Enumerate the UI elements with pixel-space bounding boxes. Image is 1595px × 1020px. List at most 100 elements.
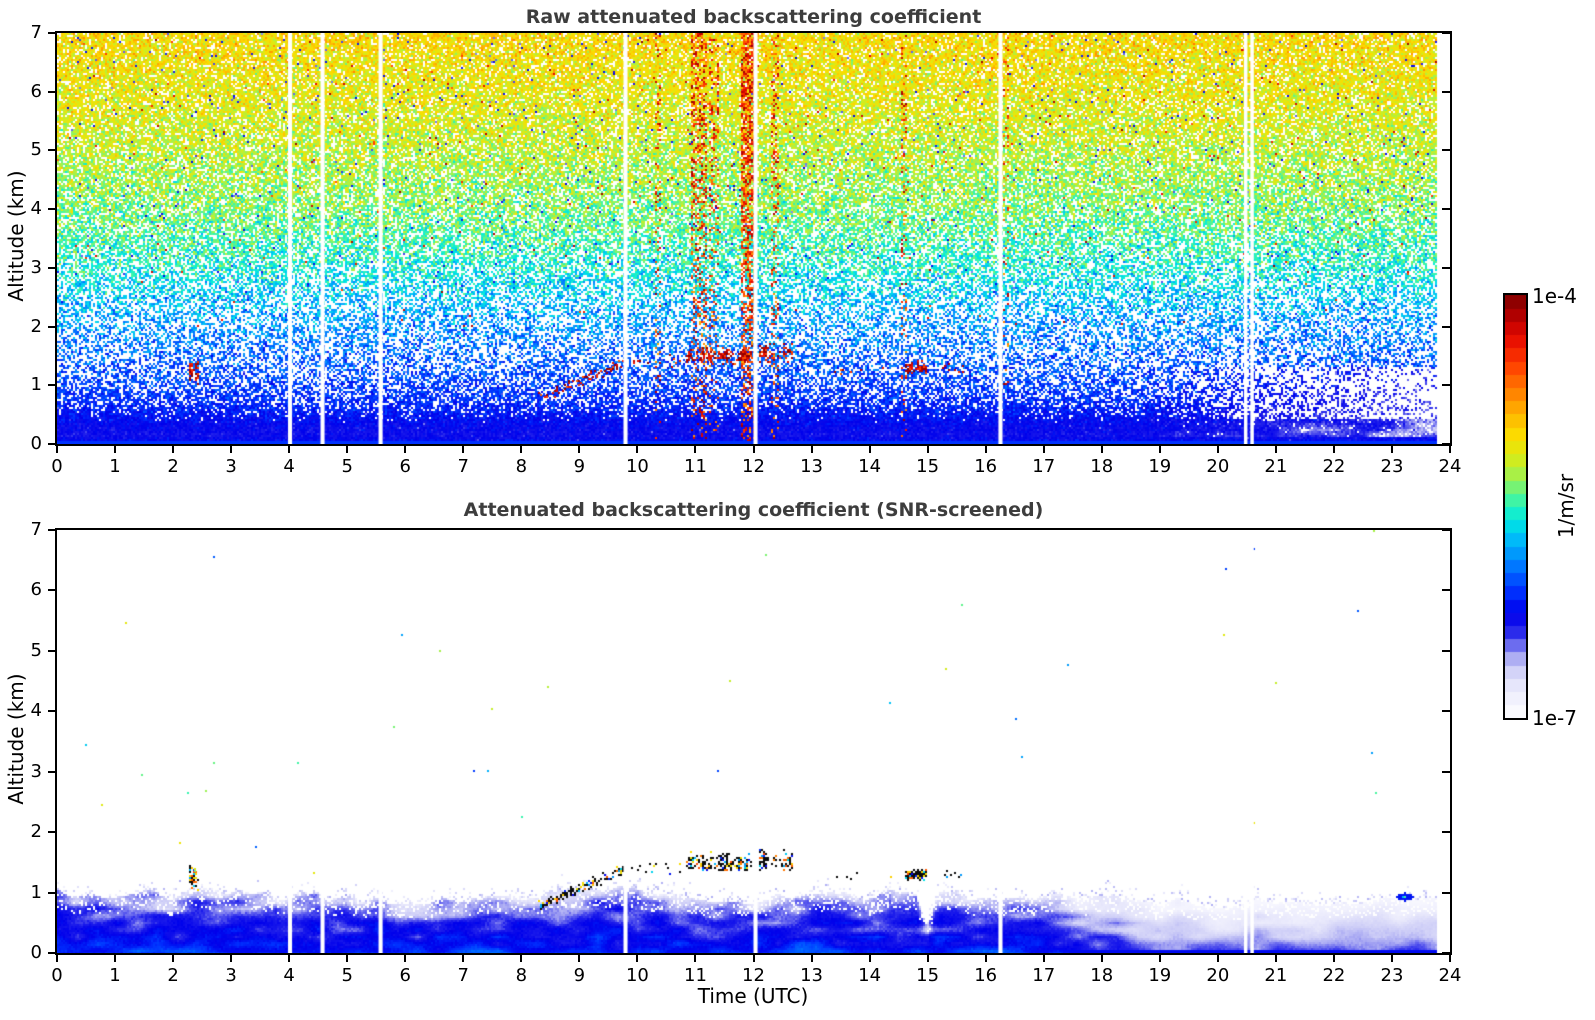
raw-y-tick xyxy=(48,208,55,211)
screened-x-tick xyxy=(1158,955,1161,962)
raw-y-tick xyxy=(48,384,55,387)
raw-x-tick-label: 0 xyxy=(51,456,63,477)
raw-x-tick-label: 9 xyxy=(573,456,586,477)
screened-x-tick xyxy=(636,955,639,962)
screened-x-tick-label: 5 xyxy=(341,965,353,986)
screened-x-tick xyxy=(1274,955,1277,962)
raw-x-tick-label: 19 xyxy=(1148,456,1172,477)
raw-x-tick xyxy=(1332,446,1335,453)
screened-x-tick xyxy=(230,955,233,962)
raw-x-tick-label: 18 xyxy=(1090,456,1114,477)
raw-x-tick xyxy=(404,446,407,453)
screened-x-tick xyxy=(1100,955,1103,962)
raw-x-tick-label: 24 xyxy=(1438,456,1462,477)
raw-x-tick-label: 17 xyxy=(1032,456,1056,477)
raw-x-tick xyxy=(346,446,349,453)
screened-x-tick xyxy=(404,955,407,962)
raw-x-tick xyxy=(694,446,697,453)
raw-x-tick-label: 7 xyxy=(457,456,469,477)
screened-x-tick-label: 16 xyxy=(974,965,998,986)
raw-x-tick xyxy=(1274,446,1277,453)
screened-x-tick xyxy=(288,955,291,962)
screened-x-tick xyxy=(346,955,349,962)
raw-x-tick xyxy=(984,446,987,453)
screened-x-tick-label: 22 xyxy=(1322,965,1346,986)
raw-x-tick-label: 6 xyxy=(399,456,411,477)
screened-x-tick-label: 24 xyxy=(1438,965,1462,986)
raw-x-tick-label: 4 xyxy=(283,456,295,477)
screened-x-tick-label: 7 xyxy=(457,965,469,986)
screened-x-tick xyxy=(1042,955,1045,962)
screened-x-tick xyxy=(1449,955,1451,962)
screened-x-tick-label: 18 xyxy=(1090,965,1114,986)
screened-x-tick xyxy=(578,955,581,962)
raw-y-tick xyxy=(48,149,55,152)
screened-panel-plot-area xyxy=(55,528,1452,955)
screened-y-tick xyxy=(48,589,55,592)
screened-x-tick xyxy=(1332,955,1335,962)
raw-x-tick xyxy=(1100,446,1103,453)
screened-x-tick-label: 17 xyxy=(1032,965,1056,986)
raw-y-tick xyxy=(48,266,55,269)
screened-x-tick xyxy=(752,955,755,962)
screened-y-tick-label: 0 xyxy=(30,942,42,963)
raw-x-tick xyxy=(1390,446,1393,453)
raw-x-tick xyxy=(636,446,639,453)
screened-x-tick xyxy=(1390,955,1393,962)
raw-x-tick xyxy=(1042,446,1045,453)
screened-y-tick-label: 7 xyxy=(30,519,42,540)
screened-x-tick xyxy=(984,955,987,962)
screened-x-tick xyxy=(56,955,58,962)
raw-x-tick xyxy=(1449,446,1451,453)
screened-x-tick xyxy=(926,955,929,962)
colorbar xyxy=(1503,293,1528,720)
raw-x-tick xyxy=(1158,446,1161,453)
raw-y-tick-label: 6 xyxy=(30,80,42,102)
screened-y-tick xyxy=(48,649,55,652)
raw-y-tick-label: 0 xyxy=(30,433,42,454)
raw-y-tick xyxy=(48,443,55,445)
raw-x-tick-label: 3 xyxy=(225,456,237,477)
raw-y-tick-label: 7 xyxy=(30,22,42,43)
screened-y-tick xyxy=(48,891,55,894)
raw-x-tick xyxy=(520,446,523,453)
raw-x-tick xyxy=(172,446,175,453)
screened-x-tick-label: 20 xyxy=(1206,965,1230,986)
raw-x-tick-label: 14 xyxy=(858,456,882,477)
screened-y-tick-label: 6 xyxy=(30,579,42,601)
raw-x-tick-label: 2 xyxy=(167,456,179,477)
raw-x-tick-label: 23 xyxy=(1380,456,1404,477)
screened-y-tick xyxy=(48,831,55,834)
screened-y-tick xyxy=(48,952,55,954)
screened-y-tick xyxy=(48,710,55,713)
raw-x-tick xyxy=(868,446,871,453)
screened-x-tick-label: 1 xyxy=(109,965,121,986)
screened-x-tick-label: 23 xyxy=(1380,965,1404,986)
screened-x-tick-label: 15 xyxy=(916,965,940,986)
screened-y-tick xyxy=(48,529,55,531)
screened-x-tick-label: 3 xyxy=(225,965,237,986)
raw-y-tick xyxy=(48,325,55,328)
raw-x-tick-label: 20 xyxy=(1206,456,1230,477)
colorbar-canvas xyxy=(1505,295,1526,718)
screened-x-tick xyxy=(868,955,871,962)
raw-panel-plot-area xyxy=(55,31,1452,446)
screened-x-tick xyxy=(520,955,523,962)
raw-x-tick-label: 12 xyxy=(742,456,765,477)
raw-x-tick xyxy=(578,446,581,453)
screened-x-tick xyxy=(694,955,697,962)
raw-x-tick-label: 22 xyxy=(1322,456,1346,477)
raw-x-tick-label: 1 xyxy=(109,456,121,477)
screened-panel-title: Attenuated backscattering coefficient (S… xyxy=(463,499,1044,521)
raw-x-tick-label: 16 xyxy=(974,456,998,477)
colorbar-min-label: 1e-7 xyxy=(1532,706,1577,730)
screened-y-tick xyxy=(48,770,55,773)
raw-x-tick-label: 10 xyxy=(625,456,649,477)
screened-x-tick xyxy=(114,955,117,962)
screened-y-axis-label: Altitude (km) xyxy=(4,673,28,805)
raw-y-tick-label: 1 xyxy=(30,374,42,396)
raw-x-tick xyxy=(288,446,291,453)
screened-x-tick-label: 6 xyxy=(399,965,411,986)
screened-x-tick xyxy=(462,955,465,962)
screened-x-tick xyxy=(1216,955,1219,962)
